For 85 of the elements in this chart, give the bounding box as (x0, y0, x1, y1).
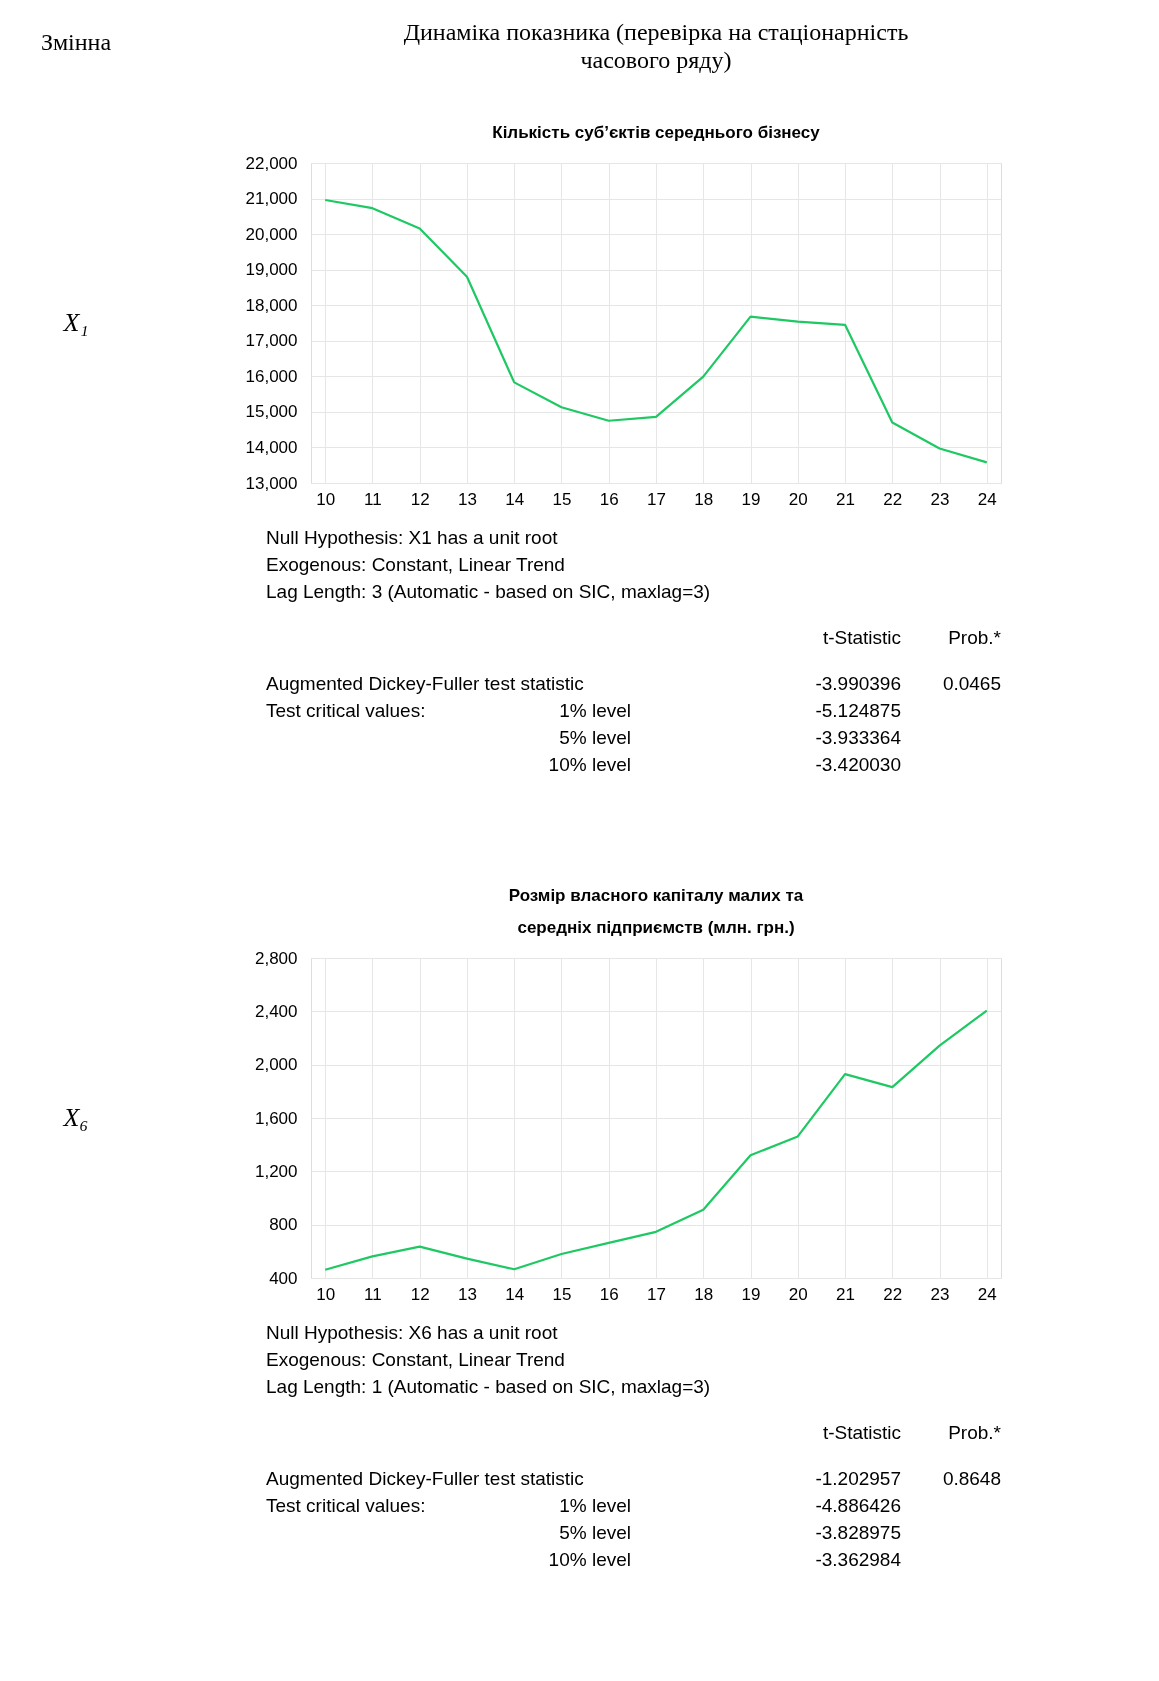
text: 10% level (548, 753, 631, 775)
x-tick-label: 18 (694, 489, 714, 509)
y-tick-label: 20,000 (245, 224, 298, 244)
x-tick-label: 23 (930, 489, 950, 509)
text: Augmented Dickey-Fuller test statistic (266, 672, 584, 694)
x-tick-label: 21 (836, 1284, 855, 1304)
x-tick-label: 15 (552, 489, 572, 509)
text: X₆ (62, 1103, 89, 1132)
text: -3.990396 (815, 672, 901, 694)
y-tick-label: 1,600 (254, 1108, 298, 1128)
x-tick-label: 11 (364, 1284, 382, 1304)
text: -5.124875 (815, 699, 901, 721)
text: 5% level (559, 1521, 631, 1543)
x-tick-label: 12 (410, 1284, 430, 1304)
y-tick-label: 22,000 (245, 153, 298, 173)
text: Null Hypothesis: X1 has a unit root (266, 527, 559, 548)
x-tick-label: 14 (505, 1284, 525, 1304)
text: 1% level (559, 1494, 631, 1516)
text: Lag Length: 1 (Automatic - based on SIC, maxlag=3) (266, 1376, 711, 1397)
x-tick-label: 13 (458, 489, 477, 509)
x-tick-label: 20 (788, 489, 808, 509)
y-tick-label: 2,800 (254, 948, 298, 968)
text: -3.420030 (815, 753, 901, 775)
x-tick-label: 15 (552, 1284, 572, 1304)
text: 1% level (559, 699, 631, 721)
line-series (324, 198, 988, 464)
text: X₁ (62, 308, 89, 337)
y-tick-label: 800 (269, 1215, 298, 1235)
chart-title: Розмір власного капіталу малих та середніх підприємств (млн. грн.) (508, 886, 804, 937)
y-tick-label: 21,000 (245, 189, 298, 209)
text: t-Statistic (822, 1421, 901, 1443)
x-tick-label: 22 (883, 1284, 903, 1304)
x-tick-label: 24 (977, 489, 997, 509)
x-tick-label: 19 (741, 489, 761, 509)
x-tick-label: 11 (364, 489, 382, 509)
text: -1.202957 (815, 1467, 901, 1489)
text: -3.828975 (815, 1521, 901, 1543)
text: Динаміка показника (перевірка на стаціонарність часового ряду) (403, 19, 909, 73)
text: Augmented Dickey-Fuller test statistic (266, 1467, 584, 1489)
x-tick-label: 12 (410, 489, 430, 509)
y-tick-label: 14,000 (245, 437, 298, 457)
x-tick-label: 16 (599, 489, 619, 509)
x-tick-label: 23 (930, 1284, 950, 1304)
text: Prob.* (948, 1421, 1002, 1443)
y-tick-label: 16,000 (245, 366, 298, 386)
text: 10% level (548, 1548, 631, 1570)
text: -3.362984 (815, 1548, 902, 1570)
text: 0.8648 (942, 1467, 1001, 1489)
text: Exogenous: Constant, Linear Trend (266, 1349, 565, 1370)
y-tick-label: 2,400 (254, 1001, 298, 1021)
x-tick-label: 10 (316, 489, 336, 509)
x-tick-label: 17 (647, 489, 666, 509)
x-tick-label: 19 (741, 1284, 761, 1304)
text: Змінна (40, 29, 112, 55)
text: Lag Length: 3 (Automatic - based on SIC, maxlag=3) (266, 581, 711, 602)
x-tick-label: 18 (694, 1284, 714, 1304)
x-tick-label: 17 (647, 1284, 666, 1304)
text: Test critical values: (266, 699, 426, 721)
x-tick-label: 16 (599, 1284, 619, 1304)
y-tick-label: 18,000 (245, 295, 298, 315)
text: t-Statistic (822, 626, 901, 648)
text: Test critical values: (266, 1494, 426, 1516)
x-tick-label: 10 (316, 1284, 336, 1304)
x-tick-label: 13 (458, 1284, 477, 1304)
x-tick-label: 20 (788, 1284, 808, 1304)
text: 5% level (559, 726, 631, 748)
text: 0.0465 (942, 672, 1001, 694)
y-tick-label: 19,000 (245, 260, 298, 280)
y-tick-label: 2,000 (254, 1055, 298, 1075)
x-tick-label: 24 (977, 1284, 997, 1304)
x-tick-label: 14 (505, 489, 525, 509)
text: -4.886426 (815, 1494, 901, 1516)
text: Prob.* (948, 626, 1002, 648)
x-tick-label: 21 (836, 489, 855, 509)
y-tick-label: 17,000 (245, 331, 298, 351)
line-series (324, 1009, 988, 1271)
text: -3.933364 (815, 726, 902, 748)
text: Exogenous: Constant, Linear Trend (266, 554, 565, 575)
y-tick-label: 13,000 (245, 473, 298, 493)
x-tick-label: 22 (883, 489, 903, 509)
y-tick-label: 400 (269, 1268, 298, 1288)
text: Null Hypothesis: X6 has a unit root (266, 1322, 559, 1343)
chart-title: Кількість суб’єктів середнього бізнесу (492, 123, 821, 142)
y-tick-label: 15,000 (245, 402, 298, 422)
y-tick-label: 1,200 (254, 1161, 298, 1181)
